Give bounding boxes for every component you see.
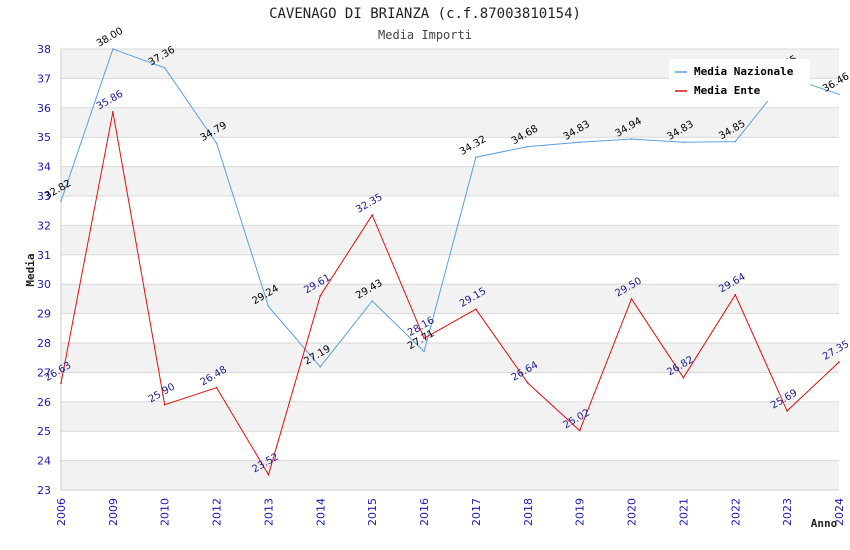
x-tick-label: 2014 [314,498,327,526]
data-point [215,386,218,389]
x-tick-label: 2013 [262,498,275,526]
series-line-media-nazionale [60,48,840,368]
data-point [371,300,374,302]
y-tick-label: 37 [37,72,51,85]
y-tick-label: 31 [37,249,51,262]
y-axis-ticks: 23 24 25 26 27 28 29 30 31 32 33 34 35 36 37 38 [37,43,51,497]
data-point [734,140,737,143]
data-point [786,410,788,412]
data-point [475,308,477,310]
data-point [838,361,840,363]
x-tick-label: 2021 [677,498,690,526]
y-tick-label: 35 [37,131,51,144]
series-lines [60,48,840,476]
y-axis-label: Media [24,253,37,286]
data-point [527,145,529,148]
chart-title: CAVENAGO DI BRIANZA (c.f.87003810154) [269,6,581,22]
x-tick-label: 2012 [211,498,224,526]
grid-band [61,343,839,373]
y-tick-label: 28 [37,337,51,350]
legend: Media Nazionale Media Ente [669,59,810,101]
x-tick-label: 2015 [366,498,379,526]
y-tick-label: 24 [37,455,51,468]
data-point [215,142,218,145]
y-tick-label: 27 [37,366,51,379]
data-label: 38.00 [95,26,125,50]
data-point [163,403,166,406]
grid-band [61,401,839,432]
data-point [838,93,840,96]
grid-band [61,460,839,490]
y-tick-label: 34 [37,161,51,174]
grid-band [61,284,839,314]
y-tick-label: 38 [37,43,51,56]
x-tick-label: 2016 [418,498,431,526]
x-tick-label: 2018 [522,498,535,526]
data-point [423,350,425,353]
x-tick-label: 2006 [55,498,68,526]
x-tick-label: 2023 [781,498,794,526]
data-point [682,141,685,143]
data-point [423,337,425,340]
x-tick-label: 2010 [159,498,172,526]
plot-background-bands [61,49,839,490]
chart-subtitle: Media Importi [378,28,472,42]
legend-label-media-nazionale: Media Nazionale [694,65,794,78]
data-point [112,48,114,50]
x-tick-label: 2019 [574,498,587,526]
data-point [60,200,62,203]
y-tick-label: 36 [37,102,51,115]
y-tick-label: 33 [37,190,51,203]
data-point [267,473,270,476]
y-tick-label: 32 [37,219,51,232]
data-point [527,382,529,384]
x-tick-label: 2022 [729,498,742,526]
data-point [371,214,374,216]
grid-band [61,431,839,461]
data-point [319,366,322,368]
legend-box [669,59,810,101]
grid-band [61,166,839,196]
data-point [475,156,477,158]
data-point [630,138,633,140]
data-point [60,382,62,385]
x-tick-label: 2020 [626,498,639,526]
y-tick-label: 23 [37,484,51,497]
grid-band [61,107,839,138]
y-tick-label: 30 [37,278,51,291]
series-line-media-ente [60,111,840,476]
grid-band [61,372,839,402]
grid-band [61,196,839,226]
legend-label-media-ente: Media Ente [694,84,761,97]
data-point [163,67,166,69]
x-axis-ticks: 2006 2009 2010 2012 2013 2014 2015 2016 2017 2018… [55,498,846,526]
data-point [112,111,114,113]
x-axis-label: Anno [811,517,838,530]
data-point [319,294,322,297]
x-tick-label: 2017 [470,498,483,526]
grid-band [61,225,839,255]
data-point [578,141,581,143]
grid-band [61,313,839,343]
data-point [578,429,581,432]
grid-band [61,254,839,285]
data-point [630,298,633,300]
gridlines [60,48,839,491]
x-tick-label: 2024 [833,498,846,526]
y-tick-label: 29 [37,308,51,321]
data-point [267,305,270,308]
y-tick-label: 26 [37,396,51,409]
y-tick-label: 25 [37,425,51,438]
data-point [682,376,685,379]
x-tick-label: 2009 [107,498,120,526]
data-point [734,293,737,296]
